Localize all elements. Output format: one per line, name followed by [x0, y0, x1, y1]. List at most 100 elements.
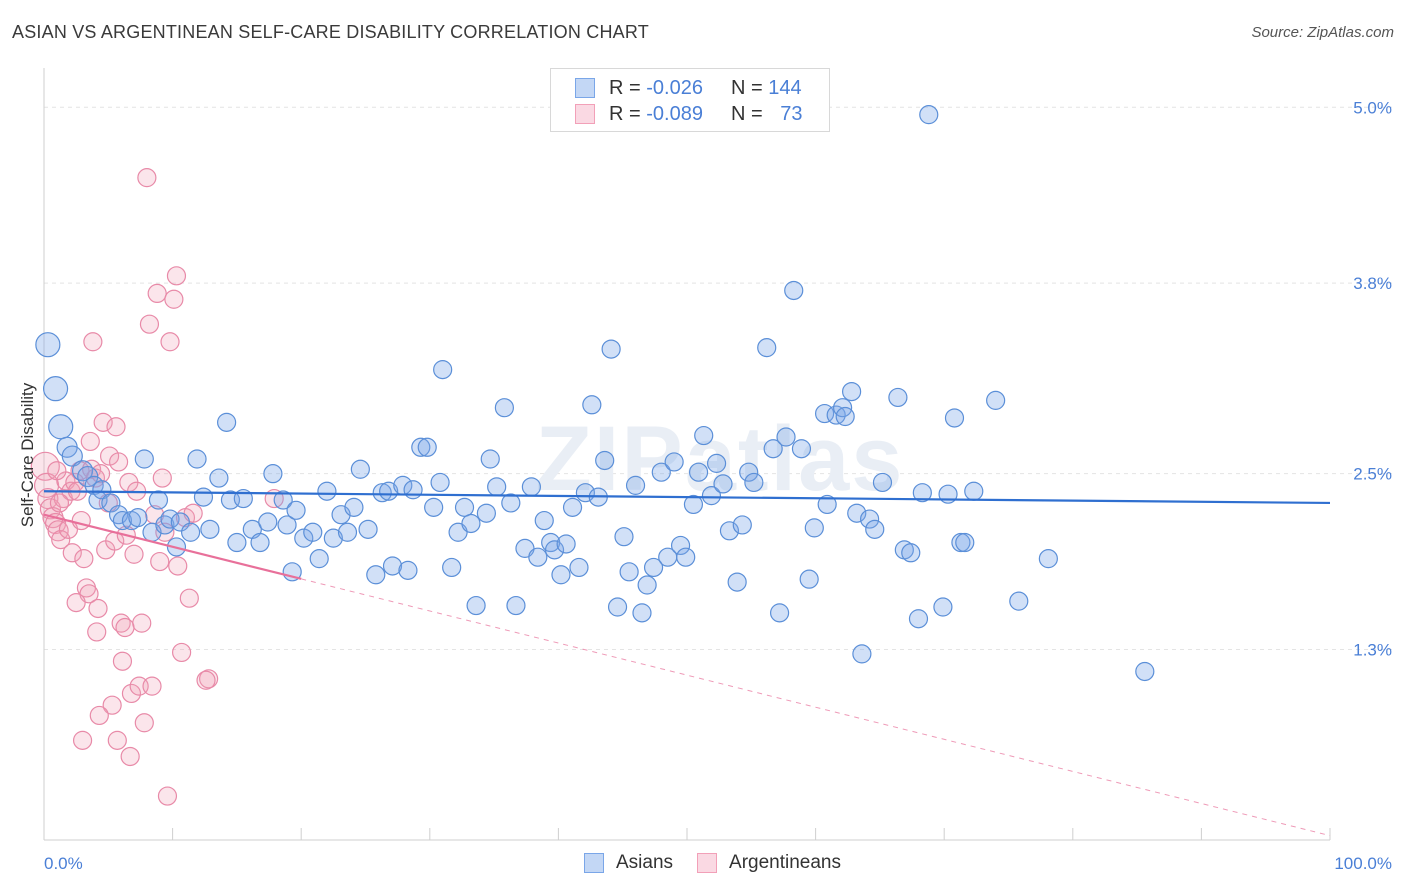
argentinean-point — [108, 452, 129, 472]
argentinean-point — [66, 593, 86, 613]
asian-point — [582, 395, 602, 415]
legend-swatch-argentineans — [575, 104, 595, 124]
asian-point — [544, 540, 565, 560]
asian-point — [277, 515, 297, 535]
legend-label-asians: Asians — [616, 852, 674, 873]
argentinean-point — [49, 493, 70, 513]
asian-point — [366, 565, 386, 585]
stats-legend: R = -0.026 N = 144 R = -0.089 N = 73 — [550, 68, 830, 132]
argentinean-point — [115, 617, 135, 638]
argentinean-point — [160, 332, 180, 352]
asian-point — [727, 572, 747, 592]
asian-point — [625, 475, 646, 495]
asian-point — [382, 556, 403, 576]
asian-point — [501, 493, 521, 513]
asian-point — [92, 480, 112, 500]
argentinean-point — [93, 412, 113, 432]
x-tick-labels: 0.0% 100.0% — [44, 854, 1392, 873]
asians-points — [35, 105, 1155, 682]
asian-point — [379, 481, 399, 501]
argentinean-point — [72, 730, 93, 750]
asian-point — [835, 406, 855, 427]
asian-point — [732, 515, 752, 535]
asian-point — [317, 481, 337, 501]
asian-point — [323, 528, 343, 548]
asian-point — [193, 487, 214, 507]
argentinean-point — [164, 289, 184, 309]
asian-point — [562, 497, 583, 517]
asian-point — [744, 472, 764, 493]
asian-point — [101, 493, 121, 513]
asian-point — [209, 468, 229, 488]
legend-item-asians[interactable]: Asians — [584, 852, 673, 874]
argentinean-point — [112, 651, 133, 671]
asian-point — [776, 427, 796, 447]
x-tick-label-min: 0.0% — [44, 854, 83, 873]
y-tick-label: 1.3% — [1353, 641, 1392, 660]
asian-point — [134, 449, 154, 469]
asian-point — [912, 483, 932, 503]
asian-point — [556, 534, 576, 554]
asian-point — [424, 497, 444, 517]
asian-point — [1009, 591, 1029, 611]
trend-lines — [43, 490, 1331, 837]
asian-point — [804, 518, 824, 538]
asian-point — [454, 497, 475, 517]
asian-point — [860, 509, 880, 529]
argentinean-point — [88, 598, 108, 619]
argentinean-point — [157, 786, 178, 806]
asian-point — [417, 437, 437, 457]
asian-point — [619, 562, 639, 582]
asian-point — [799, 569, 819, 589]
y-tick-label: 2.5% — [1353, 465, 1392, 484]
argentinean-point — [196, 670, 216, 690]
n-label: N = — [730, 76, 763, 99]
asian-point — [35, 332, 61, 358]
asian-point — [430, 472, 450, 493]
asian-point — [273, 490, 293, 510]
argentinean-point — [80, 431, 100, 452]
asian-point — [964, 481, 984, 501]
asian-point — [919, 105, 939, 125]
asian-point — [842, 381, 862, 402]
asian-point — [955, 532, 975, 553]
argentinean-point — [179, 588, 199, 608]
asian-point — [528, 547, 548, 567]
argentinean-point — [139, 314, 160, 334]
asian-point — [48, 414, 74, 440]
argentinean-point — [121, 683, 142, 704]
asian-point — [632, 603, 652, 623]
asian-point — [694, 425, 714, 446]
asian-point — [784, 280, 804, 301]
argentinean-point — [106, 417, 126, 437]
argentinean-point — [124, 544, 144, 564]
argentinean-point — [147, 283, 167, 304]
asian-point — [411, 437, 431, 457]
asian-point — [739, 462, 759, 482]
legend-swatch-asians — [584, 853, 604, 873]
argentinean-point — [166, 266, 187, 286]
legend-swatch-asians — [575, 78, 595, 98]
asians-trend-line — [43, 490, 1331, 505]
asian-point — [398, 560, 418, 580]
asian-point — [303, 522, 323, 542]
asian-point — [688, 462, 709, 482]
asian-point — [986, 390, 1006, 410]
asian-point — [901, 543, 921, 563]
argentinean-point — [47, 461, 67, 481]
r-value: -0.089 — [646, 102, 703, 125]
r-value: -0.026 — [646, 76, 703, 99]
argentinean-point — [132, 613, 152, 633]
legend-item-argentineans[interactable]: Argentineans — [697, 852, 841, 874]
asian-point — [769, 603, 790, 623]
n-value: 144 — [768, 76, 802, 99]
asian-point — [170, 512, 190, 532]
asian-point — [309, 549, 329, 569]
argentinean-point — [168, 556, 188, 576]
asian-point — [643, 557, 664, 578]
asian-point — [1038, 549, 1058, 569]
legend-row-argentineans: R = -0.089 N = 73 — [575, 101, 802, 127]
asian-point — [817, 494, 837, 515]
argentinean-point — [71, 510, 91, 531]
